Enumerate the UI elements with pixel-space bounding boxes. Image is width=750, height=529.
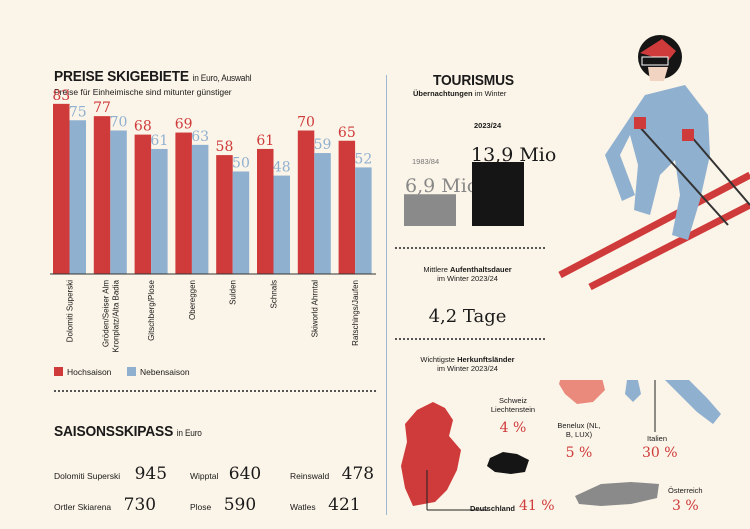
pass-item: Ortler Skiarena 730 [54,495,157,515]
bar-high [216,155,233,274]
divider-dotted [54,390,376,392]
origin-label: Wichtigste Herkunftsländer im Winter 202… [420,355,515,373]
bar-value-label: 63 [191,129,209,145]
legend-label-low: Nebensaison [140,367,190,377]
bar-low [191,144,209,274]
bar-high [338,140,356,274]
bar-low [151,148,168,274]
season-pass-title: SAISONSSKIPASS in Euro [54,423,202,440]
benelux-map-icon [559,380,605,404]
ski-prices-subtitle: Preise für Einheimische sind mitunter gü… [54,87,232,97]
stay-value: 4,2 Tage [428,306,507,327]
bar-value-label: 75 [69,104,87,120]
pass-item: Wipptal 640 [190,464,262,484]
category-label: Obereggen [188,280,197,320]
bar-high [53,103,70,274]
ski-prices-title: PREISE SKIGEBIETE in Euro, Auswahl [54,68,252,85]
legend-label-high: Hochsaison [67,367,112,377]
bar-low [69,120,86,274]
sardinia-map-icon [625,380,641,402]
overnight-bar-1983 [404,194,456,226]
bar-value-label: 50 [232,156,250,172]
bar-value-label: 65 [338,125,356,141]
germany-map-icon [401,402,461,506]
country-label-benelux: Benelux (NL, B, LUX) [557,421,601,439]
bar-value-label: 52 [354,151,372,167]
vertical-divider [386,75,387,515]
bar-high [134,134,152,274]
austria-map-icon [575,482,659,506]
country-label-italy: Italien [647,434,668,443]
switzerland-map-icon [487,452,529,474]
country-pct-benelux: 5 % [565,445,593,461]
category-label: Gitschberg/Plose [147,279,156,340]
pass-item: Reinswald 478 [290,464,375,484]
bar-high [257,148,274,274]
category-label: Ratschings/Jaufen [351,280,360,346]
country-pct-switzerland: 4 % [499,420,527,436]
country-pct-italy: 30 % [642,445,678,461]
bar-value-label: 61 [256,133,274,149]
category-label: Dolomiti Superski [66,280,75,342]
bar-low [232,171,250,274]
pass-item: Plose 590 [190,495,257,515]
country-pct-austria: 3 % [672,498,699,514]
skier-illustration [558,35,750,291]
italy-map-icon [665,380,721,424]
bar-low [110,130,127,274]
bar-value-label: 70 [110,115,128,131]
legend-swatch-high [54,367,63,376]
stay-label: Mittlere Aufenthaltsdauer im Winter 2023… [423,265,512,283]
legend-swatch-low [127,367,136,376]
bar-high [175,132,192,274]
category-label: Gröden/Seiser AlmKronplatz/Alta Badia [101,279,120,352]
category-label: Sulden [229,280,238,305]
ski-pole-icon [637,124,729,226]
bar-high [93,116,111,275]
country-maps [401,380,721,511]
year-label-2023: 2023/24 [474,121,502,130]
bar-value-label: 59 [314,137,332,153]
bar-value-label: 77 [93,100,111,116]
bar-value-label: 48 [273,160,291,176]
bar-value-label: 83 [52,88,70,104]
overnight-bars [404,162,524,226]
value-1983: 6,9 Mio [405,175,479,197]
value-2023: 13,9 Mio [471,144,557,166]
bar-value-label: 61 [150,133,168,149]
bar-low [355,167,372,274]
tourism-title: TOURISMUS [433,72,514,89]
ski-pole-icon [689,134,750,206]
country-pct-germany: 41 % [519,498,555,514]
tourism-subtitle: Übernachtungen im Winter [413,89,507,98]
bar-value-label: 69 [175,117,193,133]
divider-dotted [395,247,545,249]
bar-high [297,130,315,274]
category-label: Skiworld Ahrntal [310,280,319,338]
country-label-austria: Österreich [668,486,703,495]
bar-value-label: 68 [134,119,152,135]
bar-value-label: 70 [297,115,315,131]
country-label-switzerland: Schweiz Liechtenstein [490,396,536,414]
country-label-germany: Deutschland [470,504,516,513]
pass-item: Dolomiti Superski 945 [54,464,168,484]
bar-low [273,175,290,274]
overnight-bar-2023 [472,162,524,226]
bar-low [314,153,331,274]
category-label: Schnals [270,280,279,308]
pass-item: Watles 421 [290,495,361,515]
bar-value-label: 58 [216,139,234,155]
divider-dotted [395,338,545,340]
year-label-1983: 1983/84 [412,157,440,166]
